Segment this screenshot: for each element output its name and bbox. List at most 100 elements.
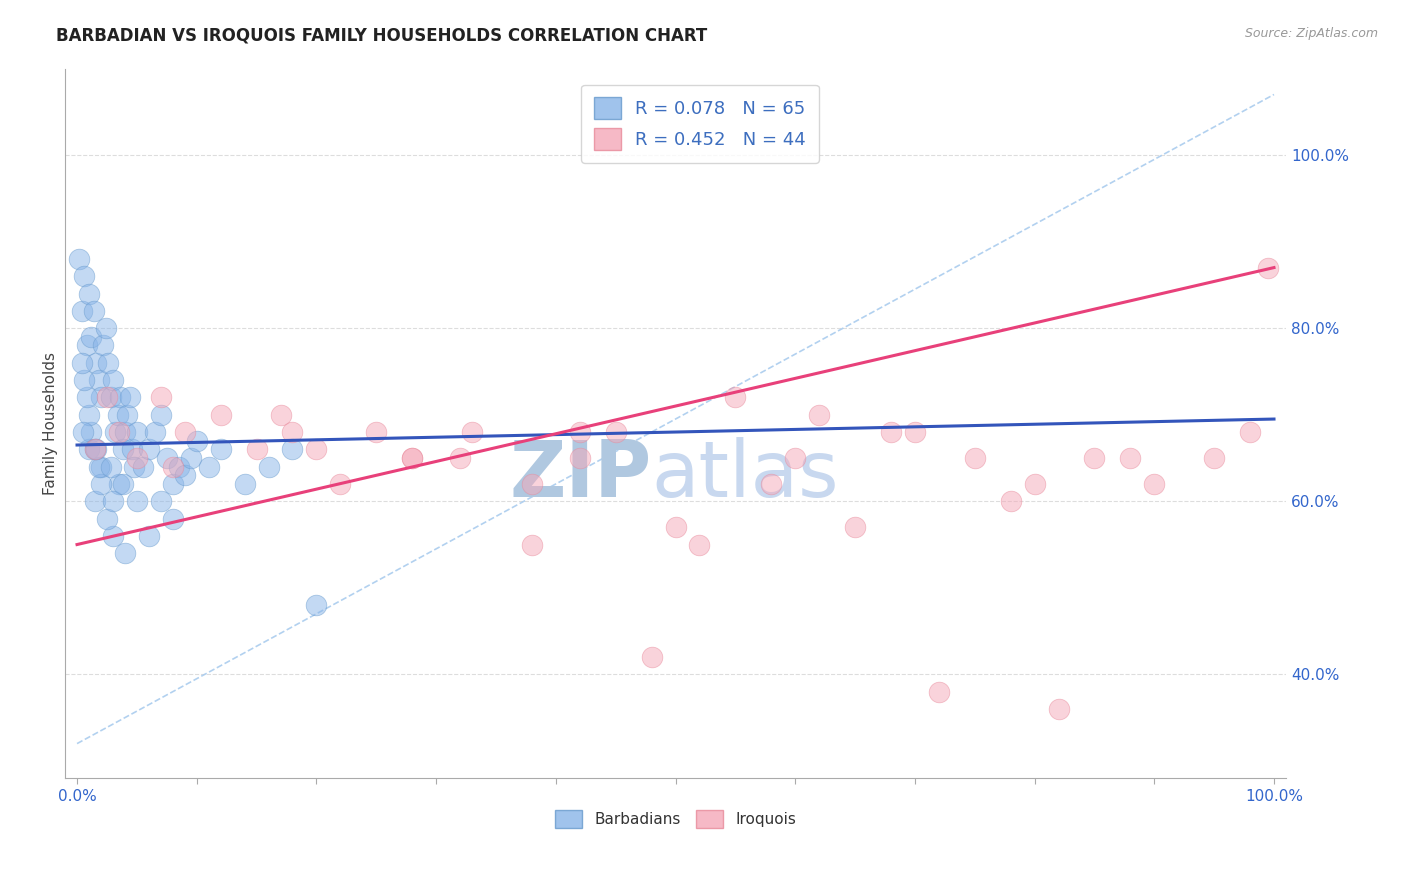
Point (401, 450, 423, 465)
Point (96, 511, 118, 525)
Point (94, 321, 117, 335)
Point (808, 408, 831, 422)
Point (1083, 450, 1105, 465)
Point (180, 450, 202, 465)
Point (197, 459, 219, 474)
Y-axis label: Family Households: Family Households (44, 351, 58, 495)
Point (520, 537, 543, 551)
Point (138, 442, 160, 457)
Point (73, 373, 96, 387)
Point (100, 391, 122, 405)
Point (785, 450, 807, 465)
Point (305, 442, 328, 457)
Point (149, 494, 172, 508)
Point (114, 546, 136, 560)
Point (84, 442, 107, 457)
Text: Source: ZipAtlas.com: Source: ZipAtlas.com (1244, 27, 1378, 40)
Point (117, 408, 139, 422)
Point (1119, 450, 1142, 465)
Point (401, 450, 423, 465)
Text: atlas: atlas (651, 437, 839, 513)
Point (688, 537, 710, 551)
Point (76, 338, 98, 352)
Point (67, 252, 90, 266)
Point (664, 520, 686, 534)
Text: ZIP: ZIP (509, 437, 651, 513)
Point (125, 425, 148, 439)
Point (270, 408, 292, 422)
Point (640, 650, 662, 665)
Point (80, 330, 103, 344)
Point (101, 494, 124, 508)
Point (329, 477, 352, 491)
Point (84, 494, 107, 508)
Point (77, 442, 100, 457)
Point (928, 684, 950, 698)
Point (1239, 425, 1261, 439)
Text: BARBADIAN VS IROQUOIS FAMILY HOUSEHOLDS CORRELATION CHART: BARBADIAN VS IROQUOIS FAMILY HOUSEHOLDS … (56, 27, 707, 45)
Point (101, 373, 124, 387)
Point (209, 442, 232, 457)
Point (118, 391, 141, 405)
Point (281, 425, 304, 439)
Point (76, 391, 98, 405)
Point (87, 373, 110, 387)
Point (233, 477, 256, 491)
Point (449, 450, 471, 465)
Point (1143, 477, 1166, 491)
Point (605, 425, 627, 439)
Point (173, 425, 195, 439)
Point (167, 459, 190, 474)
Point (1204, 450, 1226, 465)
Point (111, 442, 134, 457)
Point (96, 391, 118, 405)
Point (149, 391, 172, 405)
Point (880, 425, 903, 439)
Point (72, 425, 94, 439)
Point (162, 477, 184, 491)
Point (138, 529, 160, 543)
Point (121, 442, 143, 457)
Point (281, 442, 304, 457)
Point (124, 459, 146, 474)
Point (724, 391, 747, 405)
Point (162, 511, 184, 525)
Point (84, 442, 107, 457)
Point (73, 269, 96, 284)
Point (245, 442, 267, 457)
Point (87, 459, 110, 474)
Point (568, 450, 591, 465)
Point (101, 529, 124, 543)
Point (100, 459, 122, 474)
Point (904, 425, 927, 439)
Point (568, 425, 591, 439)
Point (461, 425, 484, 439)
Point (97, 356, 120, 370)
Point (70, 303, 93, 318)
Point (305, 598, 328, 612)
Point (84, 356, 107, 370)
Point (93, 338, 115, 352)
Point (156, 450, 179, 465)
Point (1047, 702, 1070, 716)
Point (80, 425, 103, 439)
Point (111, 477, 134, 491)
Point (77, 408, 100, 422)
Point (90, 477, 112, 491)
Point (114, 425, 136, 439)
Legend: Barbadians, Iroquois: Barbadians, Iroquois (548, 804, 803, 834)
Point (844, 520, 866, 534)
Point (132, 459, 155, 474)
Point (149, 408, 172, 422)
Point (1024, 477, 1046, 491)
Point (366, 425, 388, 439)
Point (125, 450, 148, 465)
Point (84, 442, 107, 457)
Point (963, 450, 986, 465)
Point (107, 408, 129, 422)
Point (90, 391, 112, 405)
Point (143, 425, 166, 439)
Point (257, 459, 280, 474)
Point (125, 494, 148, 508)
Point (1257, 260, 1279, 275)
